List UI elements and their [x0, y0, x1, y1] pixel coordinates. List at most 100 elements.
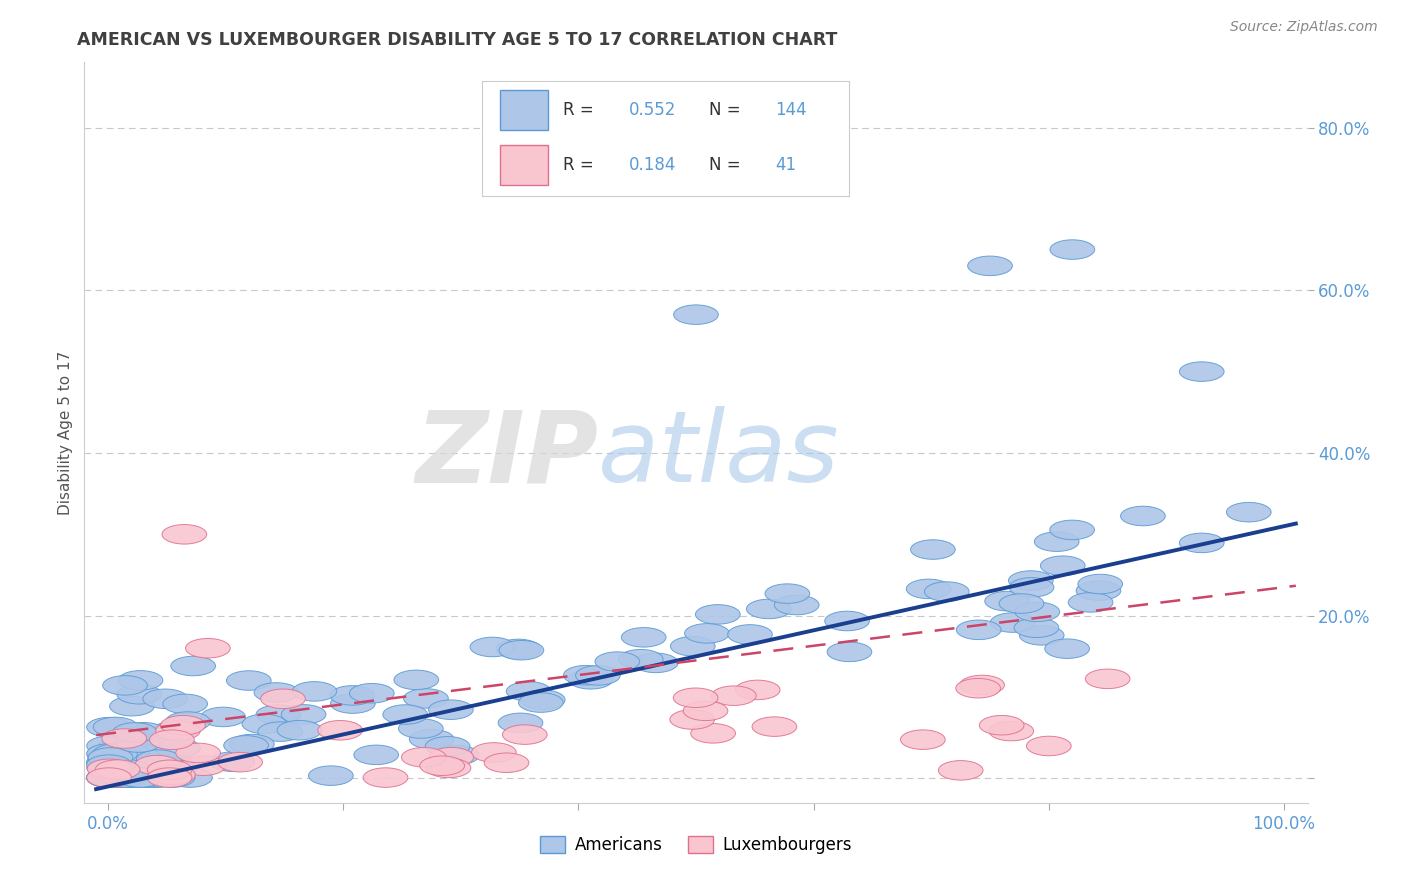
Ellipse shape — [104, 742, 149, 762]
Ellipse shape — [149, 753, 194, 772]
Ellipse shape — [1085, 669, 1130, 689]
Ellipse shape — [685, 624, 730, 643]
Ellipse shape — [1026, 736, 1071, 756]
Ellipse shape — [434, 746, 479, 765]
Ellipse shape — [984, 591, 1029, 611]
Ellipse shape — [121, 723, 166, 742]
Ellipse shape — [136, 768, 181, 788]
Ellipse shape — [114, 768, 157, 788]
Ellipse shape — [115, 768, 160, 788]
Ellipse shape — [103, 729, 146, 748]
Ellipse shape — [1045, 639, 1090, 658]
Ellipse shape — [711, 686, 756, 706]
Ellipse shape — [142, 731, 187, 750]
Ellipse shape — [980, 715, 1024, 735]
Ellipse shape — [484, 753, 529, 772]
Ellipse shape — [1076, 581, 1121, 600]
Ellipse shape — [595, 652, 640, 672]
Ellipse shape — [87, 768, 131, 788]
Ellipse shape — [350, 683, 394, 703]
Ellipse shape — [87, 768, 131, 788]
Ellipse shape — [135, 756, 180, 775]
Ellipse shape — [104, 759, 149, 779]
Ellipse shape — [990, 613, 1035, 632]
Ellipse shape — [956, 620, 1001, 640]
Ellipse shape — [124, 768, 167, 788]
Text: atlas: atlas — [598, 407, 839, 503]
Ellipse shape — [683, 701, 728, 721]
Ellipse shape — [1050, 240, 1095, 260]
Ellipse shape — [156, 739, 200, 758]
Ellipse shape — [568, 670, 613, 689]
Ellipse shape — [1180, 533, 1225, 553]
Ellipse shape — [89, 768, 134, 788]
Ellipse shape — [218, 752, 263, 772]
Ellipse shape — [87, 753, 131, 772]
Ellipse shape — [728, 624, 772, 644]
Ellipse shape — [150, 765, 195, 785]
Ellipse shape — [506, 681, 551, 701]
Ellipse shape — [152, 760, 197, 780]
Ellipse shape — [671, 636, 716, 656]
Text: ZIP: ZIP — [415, 407, 598, 503]
Ellipse shape — [87, 744, 132, 764]
Ellipse shape — [735, 680, 780, 699]
Ellipse shape — [112, 723, 157, 742]
Ellipse shape — [924, 582, 969, 601]
Ellipse shape — [420, 756, 464, 775]
Ellipse shape — [1121, 507, 1166, 525]
Ellipse shape — [363, 768, 408, 788]
Ellipse shape — [429, 700, 474, 720]
Ellipse shape — [520, 690, 565, 709]
Ellipse shape — [181, 756, 226, 775]
Ellipse shape — [827, 642, 872, 662]
Ellipse shape — [429, 747, 474, 767]
Ellipse shape — [132, 768, 176, 788]
Ellipse shape — [696, 605, 740, 624]
Ellipse shape — [960, 675, 1004, 695]
Ellipse shape — [105, 768, 149, 788]
Ellipse shape — [160, 715, 205, 735]
Ellipse shape — [156, 721, 200, 740]
Ellipse shape — [292, 681, 336, 701]
Ellipse shape — [148, 760, 193, 780]
Ellipse shape — [426, 758, 471, 778]
Ellipse shape — [110, 697, 155, 716]
Ellipse shape — [87, 759, 132, 779]
Ellipse shape — [825, 611, 869, 631]
Ellipse shape — [107, 768, 150, 788]
Ellipse shape — [575, 665, 620, 685]
Ellipse shape — [87, 768, 131, 788]
Ellipse shape — [118, 671, 163, 690]
Ellipse shape — [765, 584, 810, 603]
Ellipse shape — [103, 675, 148, 695]
Ellipse shape — [118, 768, 163, 788]
Ellipse shape — [519, 693, 564, 713]
Ellipse shape — [254, 682, 298, 702]
Ellipse shape — [382, 705, 427, 724]
Ellipse shape — [1035, 532, 1078, 551]
Ellipse shape — [101, 768, 146, 788]
Ellipse shape — [87, 755, 131, 774]
Ellipse shape — [149, 730, 194, 749]
Ellipse shape — [498, 713, 543, 732]
Ellipse shape — [409, 730, 454, 749]
Ellipse shape — [186, 639, 231, 658]
Ellipse shape — [90, 768, 135, 788]
Ellipse shape — [93, 717, 138, 737]
Text: AMERICAN VS LUXEMBOURGER DISABILITY AGE 5 TO 17 CORRELATION CHART: AMERICAN VS LUXEMBOURGER DISABILITY AGE … — [77, 31, 838, 49]
Ellipse shape — [394, 670, 439, 690]
Ellipse shape — [136, 750, 181, 770]
Ellipse shape — [260, 689, 305, 708]
Ellipse shape — [128, 768, 173, 788]
Ellipse shape — [224, 736, 269, 756]
Ellipse shape — [907, 579, 950, 599]
Ellipse shape — [673, 305, 718, 325]
Ellipse shape — [87, 758, 131, 777]
Ellipse shape — [87, 768, 132, 788]
Ellipse shape — [1000, 594, 1043, 614]
Ellipse shape — [471, 743, 516, 762]
Ellipse shape — [956, 679, 1001, 698]
Ellipse shape — [256, 705, 301, 724]
Ellipse shape — [564, 665, 609, 685]
